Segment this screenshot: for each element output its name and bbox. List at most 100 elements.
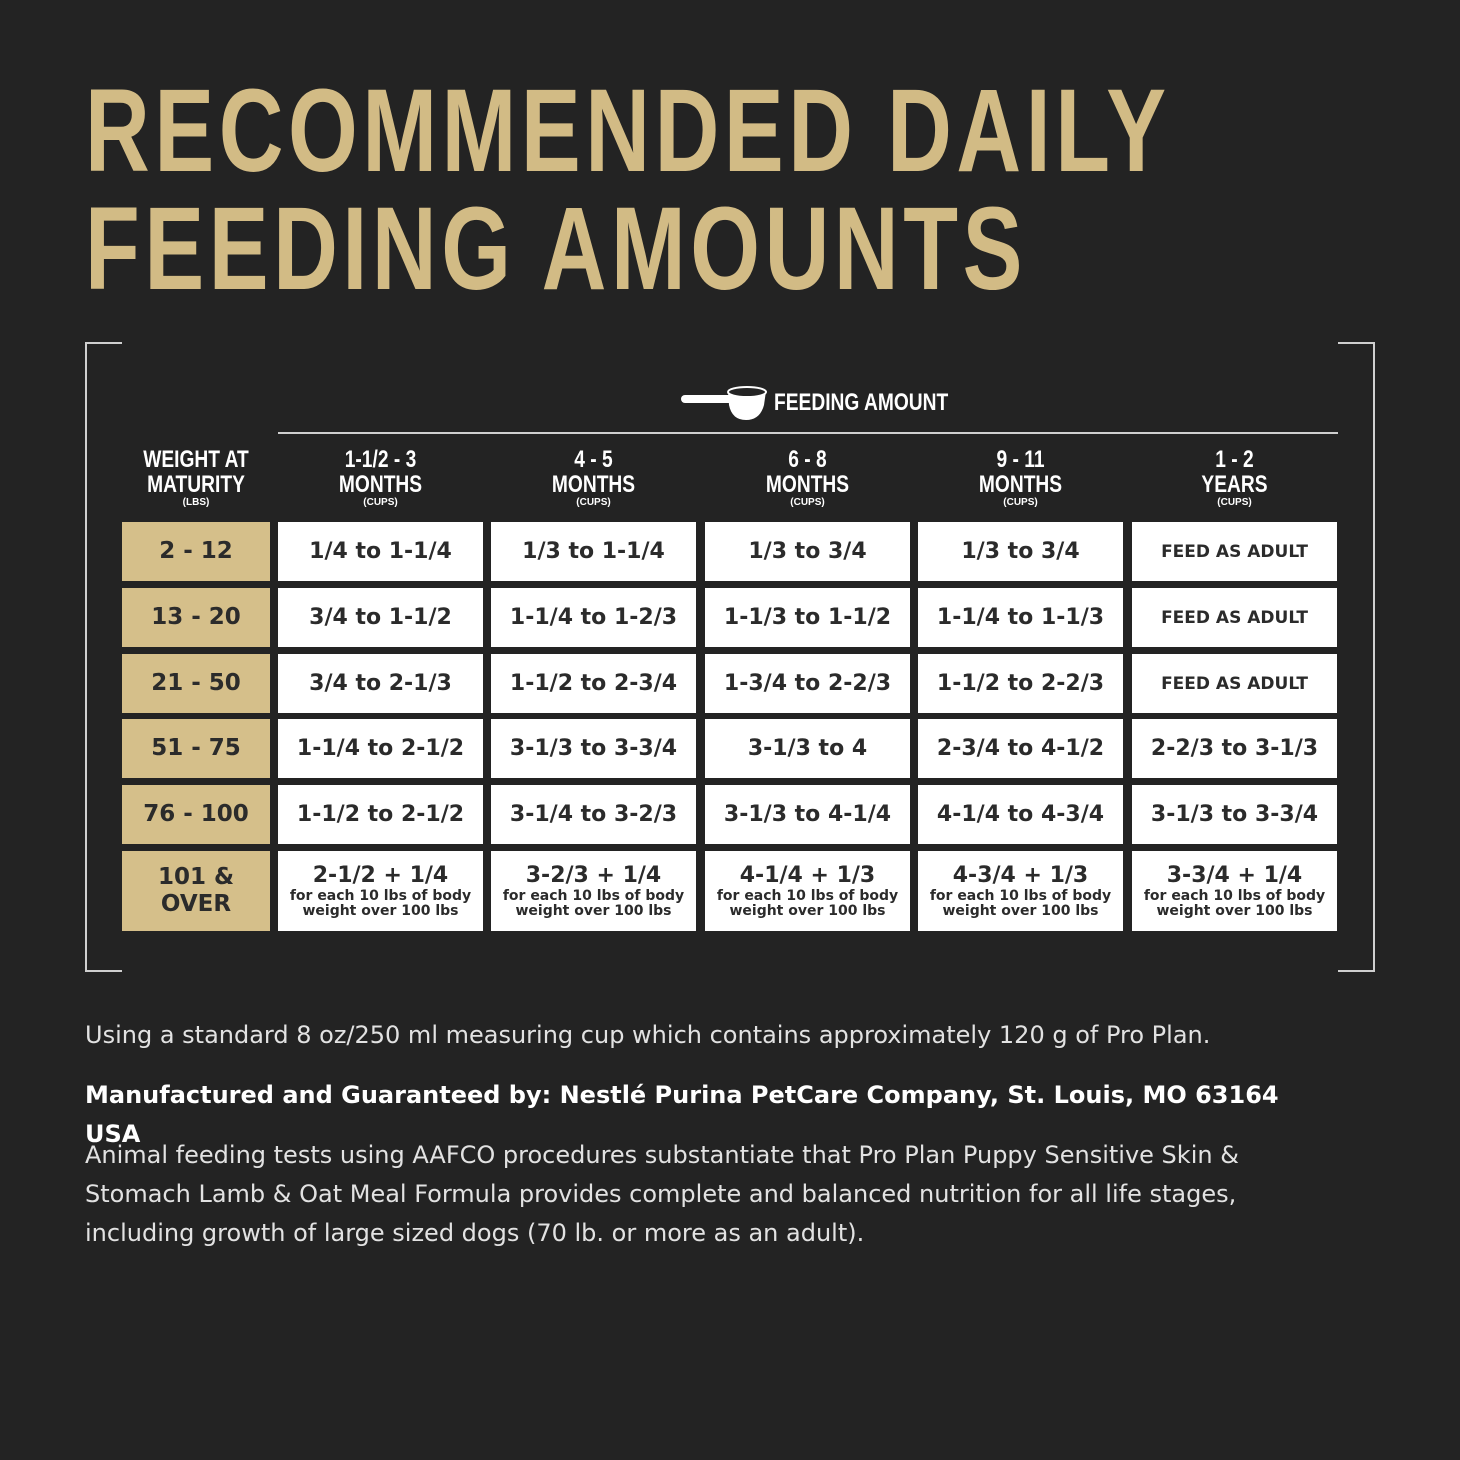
cell: 1-1/2 to 2-1/2: [278, 785, 483, 844]
column-header: 6 - 8 MONTHS (CUPS): [705, 447, 910, 509]
header-line: MONTHS: [551, 471, 636, 498]
cell: 4-3/4 + 1/3 for each 10 lbs of body weight…: [918, 851, 1123, 931]
cell-value: 1-1/3 to 1-1/2: [723, 605, 892, 630]
note: Animal feeding tests using AAFCO procedu…: [85, 1141, 1239, 1247]
cell: 1-1/4 to 1-1/3: [918, 588, 1123, 647]
cell: 3/4 to 1-1/2: [278, 588, 483, 647]
header-unit: (CUPS): [1003, 497, 1038, 508]
cell-value: 2-2/3 to 3-1/3: [1150, 736, 1319, 761]
weight-cell: 51 - 75: [122, 719, 270, 778]
title-line: FEEDING AMOUNTS: [85, 183, 1027, 315]
cell: 1/3 to 3/4: [705, 522, 910, 581]
cell: 1/3 to 3/4: [918, 522, 1123, 581]
header-unit: (LBS): [182, 497, 210, 508]
cell-value: 1-1/2 to 2-1/2: [296, 802, 465, 827]
column-header: 1-1/2 - 3 MONTHS (CUPS): [278, 447, 483, 509]
cell: 3-2/3 + 1/4 for each 10 lbs of body weight…: [491, 851, 696, 931]
cell-value: 1-1/2 to 2-3/4: [509, 671, 678, 696]
cell: 1-1/4 to 1-2/3: [491, 588, 696, 647]
cell: 1/3 to 1-1/4: [491, 522, 696, 581]
bracket: [1338, 342, 1375, 344]
cell: 3/4 to 2-1/3: [278, 654, 483, 713]
cell-value: FEED AS ADULT: [1161, 607, 1308, 628]
cell-value: 3-2/3 + 1/4: [525, 863, 662, 888]
bracket: [85, 342, 87, 972]
cell: 1/4 to 1-1/4: [278, 522, 483, 581]
header-line: MATURITY: [147, 471, 245, 498]
weight-line: 76 - 100: [143, 801, 249, 827]
cell-value: 1/3 to 1-1/4: [522, 539, 665, 564]
weight-cell: 2 - 12: [122, 522, 270, 581]
header-line: 6 - 8: [788, 446, 827, 473]
column-header: WEIGHT AT MATURITY (LBS): [122, 447, 270, 509]
cell: 1-1/3 to 1-1/2: [705, 588, 910, 647]
cell-value: 2-1/2 + 1/4: [312, 863, 449, 888]
cell: 1-1/4 to 2-1/2: [278, 719, 483, 778]
cell-value: 3-1/3 to 4-1/4: [723, 802, 892, 827]
header-unit: (CUPS): [576, 497, 611, 508]
cell-value: 3-1/3 to 3-3/4: [509, 736, 678, 761]
cell: 3-1/3 to 3-3/4: [1132, 785, 1337, 844]
cell: 1-1/2 to 2-2/3: [918, 654, 1123, 713]
cell-value: 3-1/4 to 3-2/3: [509, 802, 678, 827]
cell: 3-1/4 to 3-2/3: [491, 785, 696, 844]
weight-line: 101 &: [157, 864, 235, 890]
header-line: MONTHS: [338, 471, 423, 498]
cell: 3-1/3 to 4: [705, 719, 910, 778]
column-header: 9 - 11 MONTHS (CUPS): [918, 447, 1123, 509]
cell: FEED AS ADULT: [1132, 588, 1337, 647]
note: Manufactured and Guaranteed by: Nestlé P…: [85, 1081, 1279, 1148]
weight-line: 21 - 50: [151, 670, 241, 696]
cell-value: 3/4 to 1-1/2: [309, 605, 452, 630]
weight-cell: 21 - 50: [122, 654, 270, 713]
cell: 4-1/4 to 4-3/4: [918, 785, 1123, 844]
cell-note: weight over 100 lbs: [1156, 903, 1313, 919]
cell-value: 3-1/3 to 4: [747, 736, 868, 761]
column-header: 1 - 2 YEARS (CUPS): [1132, 447, 1337, 509]
cup-icon: [681, 386, 767, 420]
header-line: MONTHS: [765, 471, 850, 498]
cell-note: for each 10 lbs of body: [716, 888, 899, 904]
cell-value: 1-1/4 to 1-2/3: [509, 605, 678, 630]
cell-note: for each 10 lbs of body: [929, 888, 1112, 904]
cell-value: 4-3/4 + 1/3: [952, 863, 1089, 888]
cell-note: weight over 100 lbs: [942, 903, 1099, 919]
divider: [278, 432, 1338, 434]
cell: 2-1/2 + 1/4 for each 10 lbs of body weight…: [278, 851, 483, 931]
cell: 1-3/4 to 2-2/3: [705, 654, 910, 713]
cell-value: 1-1/2 to 2-2/3: [936, 671, 1105, 696]
bracket: [85, 970, 122, 972]
header-line: 1-1/2 - 3: [344, 446, 417, 473]
cell-value: 1-3/4 to 2-2/3: [723, 671, 892, 696]
header-line: WEIGHT AT: [143, 446, 249, 473]
cell: 2-2/3 to 3-1/3: [1132, 719, 1337, 778]
cell: 3-1/3 to 4-1/4: [705, 785, 910, 844]
note: Using a standard 8 oz/250 ml measuring c…: [85, 1021, 1211, 1049]
cell: 2-3/4 to 4-1/2: [918, 719, 1123, 778]
cell: 4-1/4 + 1/3 for each 10 lbs of body weight…: [705, 851, 910, 931]
cell-note: weight over 100 lbs: [729, 903, 886, 919]
cell-note: for each 10 lbs of body: [502, 888, 685, 904]
cell-note: for each 10 lbs of body: [289, 888, 472, 904]
weight-line: OVER: [160, 891, 232, 917]
weight-line: 2 - 12: [159, 538, 233, 564]
cell-value: 3/4 to 2-1/3: [309, 671, 452, 696]
header-unit: (CUPS): [363, 497, 398, 508]
cell-value: 1/3 to 3/4: [961, 539, 1080, 564]
cell-note: for each 10 lbs of body: [1143, 888, 1326, 904]
weight-line: 13 - 20: [151, 604, 241, 630]
cell: 1-1/2 to 2-3/4: [491, 654, 696, 713]
header-line: 4 - 5: [574, 446, 613, 473]
cell-value: 1/4 to 1-1/4: [309, 539, 452, 564]
cell: FEED AS ADULT: [1132, 654, 1337, 713]
cell-value: 1/3 to 3/4: [748, 539, 867, 564]
bracket: [85, 342, 122, 344]
header-unit: (CUPS): [1217, 497, 1252, 508]
group-label: FEEDING AMOUNT: [774, 389, 949, 416]
cell-value: FEED AS ADULT: [1161, 673, 1308, 694]
cell-value: 2-3/4 to 4-1/2: [936, 736, 1105, 761]
header-line: 1 - 2: [1215, 446, 1254, 473]
cell-value: 4-1/4 to 4-3/4: [936, 802, 1105, 827]
header-line: YEARS: [1201, 471, 1268, 498]
